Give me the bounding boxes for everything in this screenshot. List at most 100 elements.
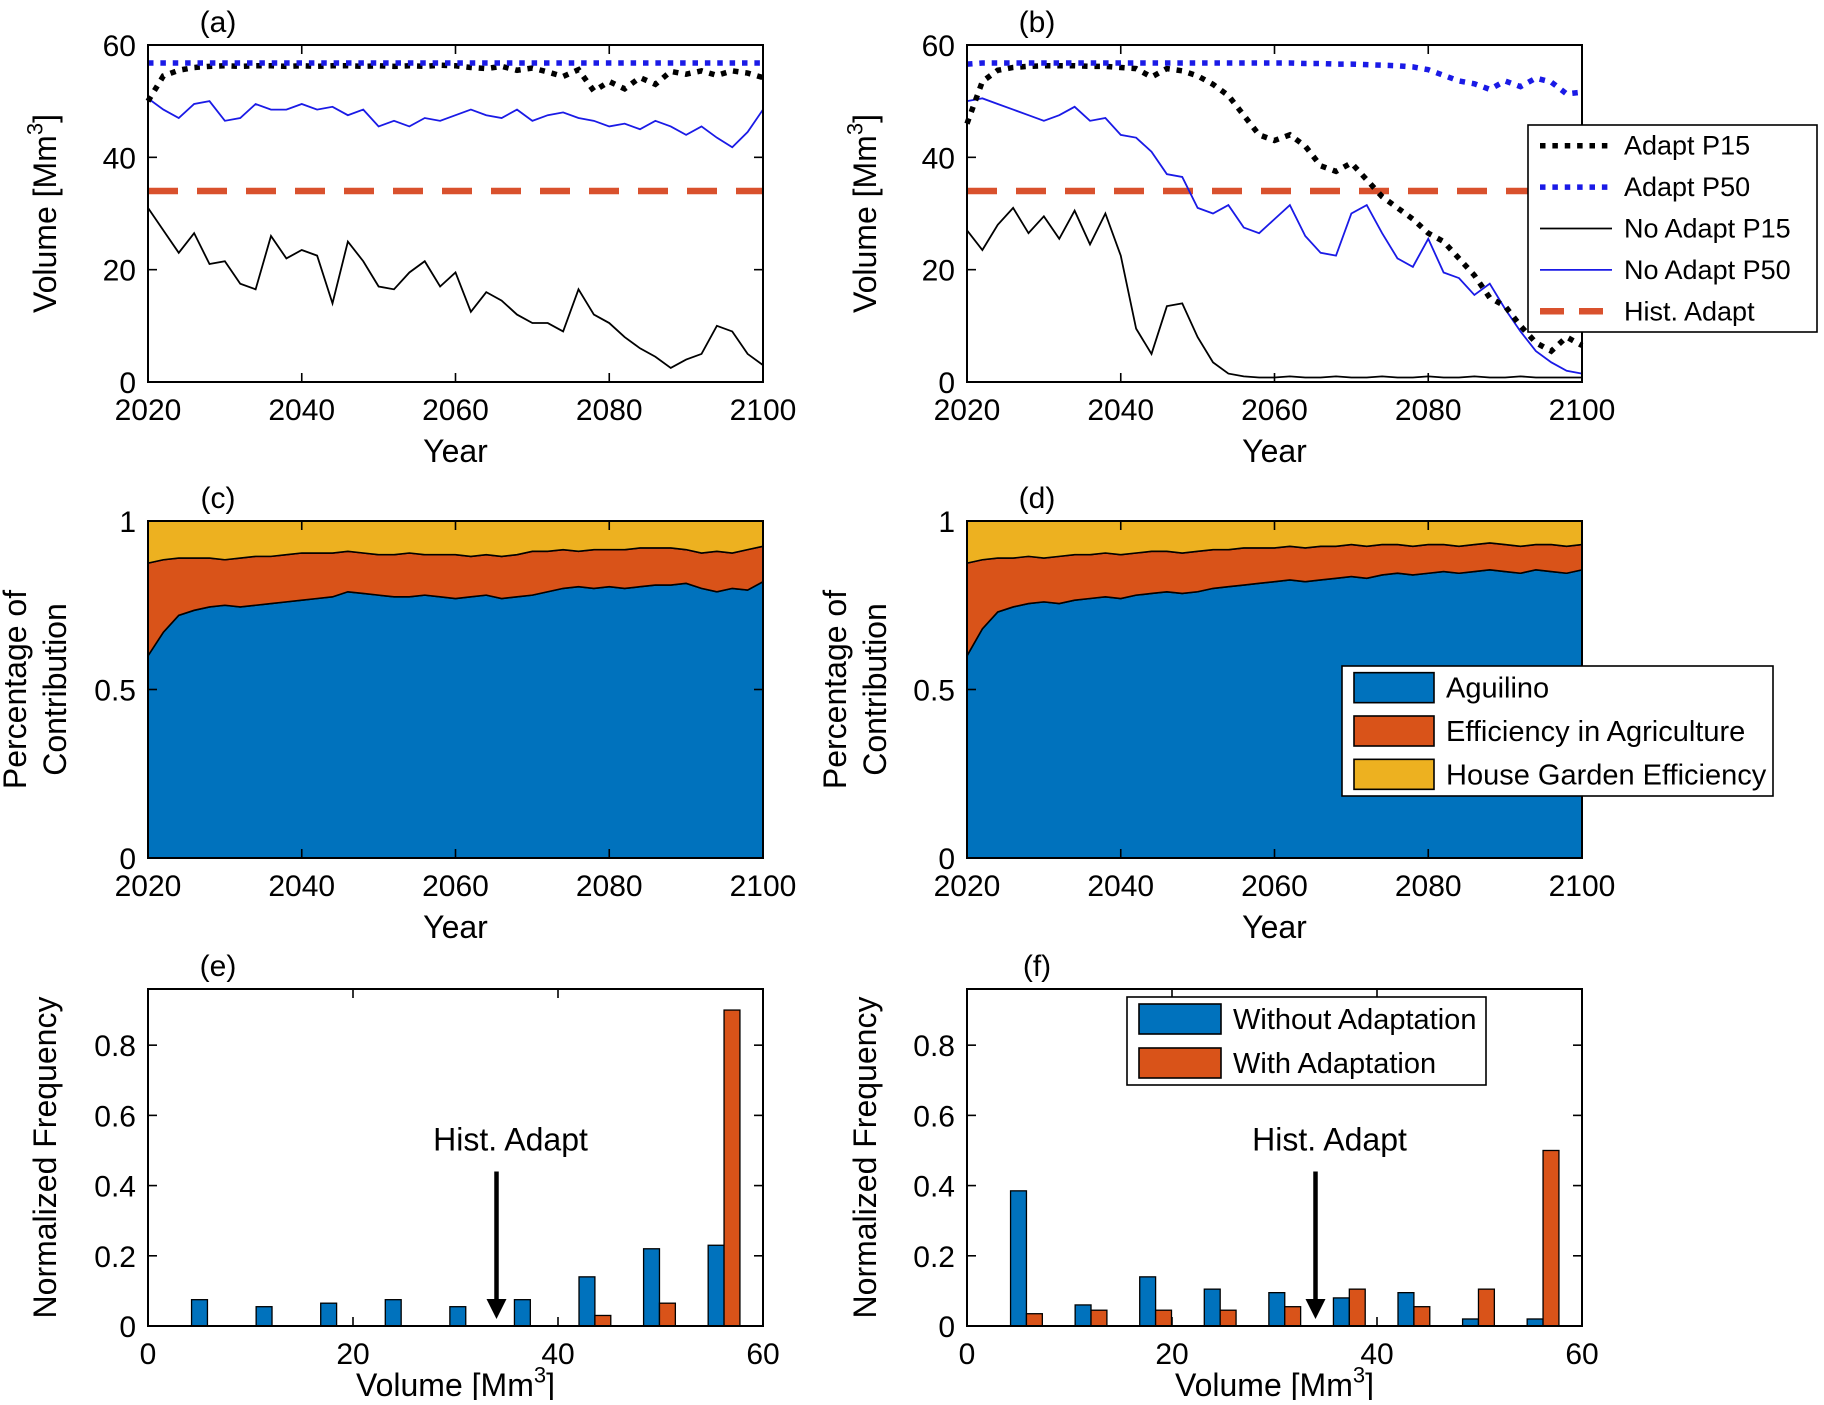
legend-swatch: [1138, 1003, 1222, 1035]
bar-with-adaptation: [1477, 1288, 1496, 1327]
bar-without-adaptation: [707, 1244, 725, 1327]
x-tick-label: 2020: [115, 870, 182, 903]
bar-with-adaptation: [1542, 1149, 1560, 1327]
legend-label: House Garden Efficiency: [1446, 759, 1767, 791]
y-tick-label: 0.2: [913, 1241, 955, 1274]
y-tick-label: 0.5: [913, 675, 955, 708]
x-tick-label: 60: [1565, 1338, 1598, 1371]
x-axis-label: Year: [423, 433, 488, 469]
x-tick-label: 2100: [730, 870, 797, 903]
x-tick-label: 20: [336, 1338, 369, 1371]
y-tick-label: 0: [938, 843, 955, 876]
x-tick-label: 0: [140, 1338, 157, 1371]
x-tick-label: 2060: [1241, 870, 1308, 903]
bar-without-adaptation: [1461, 1318, 1480, 1327]
x-tick-label: 40: [541, 1338, 574, 1371]
y-tick-label: 40: [922, 142, 955, 175]
x-tick-label: 2020: [934, 394, 1001, 427]
x-tick-label: 2080: [576, 870, 643, 903]
legend-label: Hist. Adapt: [1624, 296, 1755, 326]
bar-without-adaptation: [1268, 1292, 1286, 1327]
y-tick-label: 0.6: [913, 1100, 955, 1133]
series-no-adapt-p15: [147, 207, 764, 370]
bar-without-adaptation: [1397, 1292, 1415, 1327]
bar-without-adaptation: [1139, 1276, 1157, 1327]
series-no-adapt-p15: [966, 206, 1582, 379]
bar-with-adaptation: [1348, 1288, 1366, 1327]
x-tick-label: 2040: [1087, 870, 1154, 903]
x-axis-label: Year: [1242, 909, 1307, 945]
panel-title-b: (b): [1019, 6, 1056, 39]
series-adapt-p50: [966, 60, 1583, 97]
bar-without-adaptation: [642, 1248, 661, 1327]
legend-label: Without Adaptation: [1233, 1004, 1476, 1036]
x-tick-label: 60: [746, 1338, 779, 1371]
x-tick-label: 20: [1155, 1338, 1188, 1371]
panel-f: Hist. Adapt 0 20 40 60 0 0.2 0.4 0.6 0.8 (f) Volume…: [847, 950, 1599, 1403]
legend-label: Adapt P50: [1624, 172, 1750, 202]
legend-swatch: [1138, 1047, 1222, 1079]
x-tick-label: 2060: [422, 870, 489, 903]
y-axis-label: Normalized Frequency: [847, 997, 883, 1319]
y-axis-label-line2: Contribution: [37, 603, 73, 776]
panel-e: Hist. Adapt 0 20 40 60 0 0.2 0.4 0.6 0.8 (e) Volume…: [27, 950, 780, 1403]
legend-label: No Adapt P50: [1624, 255, 1791, 285]
y-tick-label: 0: [119, 367, 136, 400]
x-tick-label: 2080: [1395, 394, 1462, 427]
series-adapt-p15: [964, 63, 1584, 355]
y-tick-label: 0.6: [94, 1100, 136, 1133]
y-tick-label: 1: [938, 506, 955, 539]
hist-adapt-annotation: Hist. Adapt: [433, 1121, 588, 1157]
y-tick-label: 20: [103, 255, 136, 288]
y-axis-label-line1: Percentage of: [0, 590, 33, 789]
x-tick-label: 2020: [115, 394, 182, 427]
x-tick-label: 2100: [1549, 870, 1616, 903]
axes-box: [966, 988, 1583, 1327]
bar-without-adaptation: [1009, 1190, 1028, 1327]
legend-label: Aguilino: [1446, 673, 1549, 705]
area-aguilino: [147, 580, 764, 859]
y-axis-label: Volume [Mm3]: [23, 114, 63, 313]
y-tick-label: 60: [103, 30, 136, 63]
legend-label: Adapt P15: [1624, 131, 1750, 161]
axes-box: [147, 44, 764, 383]
y-tick-label: 0.8: [94, 1030, 136, 1063]
x-tick-label: 2100: [1549, 394, 1616, 427]
bar-without-adaptation: [578, 1276, 596, 1327]
y-tick-label: 40: [103, 142, 136, 175]
x-axis-label: Year: [1242, 433, 1307, 469]
bar-with-adaptation: [1154, 1309, 1173, 1327]
legend-label: No Adapt P15: [1624, 214, 1791, 244]
bar-without-adaptation: [320, 1302, 338, 1327]
bar-without-adaptation: [1332, 1297, 1350, 1327]
bar-with-adaptation: [1090, 1309, 1108, 1327]
series-adapt-p15: [145, 62, 764, 103]
x-axis-label: Volume [Mm3]: [356, 1363, 555, 1400]
bar-without-adaptation: [1526, 1318, 1544, 1327]
legend-d: Aguilino Efficiency in Agriculture House G…: [1341, 665, 1774, 797]
y-tick-label: 60: [922, 30, 955, 63]
series-no-adapt-p50: [147, 97, 764, 149]
x-tick-label: 2040: [268, 394, 335, 427]
y-axis-label-line1: Percentage of: [817, 590, 853, 789]
bar-without-adaptation: [190, 1299, 209, 1327]
hist-adapt-arrowhead: [486, 1298, 507, 1319]
x-tick-label: 2020: [934, 870, 1001, 903]
x-axis-label: Volume [Mm3]: [1175, 1363, 1374, 1400]
panel-title-d: (d): [1019, 482, 1056, 515]
x-tick-label: 40: [1360, 1338, 1393, 1371]
legend-swatch: [1353, 715, 1435, 747]
x-axis-label: Year: [423, 909, 488, 945]
y-tick-label: 0.4: [94, 1171, 136, 1204]
y-tick-label: 0.2: [94, 1241, 136, 1274]
x-tick-label: 2060: [422, 394, 489, 427]
panel-a: 2020 2040 2060 2080 21000204060(a)YearVolume…: [23, 6, 797, 469]
axes-box: [147, 988, 764, 1327]
y-axis-label-line2: Contribution: [857, 603, 893, 776]
panel-c: 2020 2040 2060 2080 2100 0 0.5 1 (c) Year Percenta…: [0, 482, 796, 945]
y-tick-label: 0.8: [913, 1030, 955, 1063]
panel-title-a: (a): [200, 6, 237, 39]
legend-label: With Adaptation: [1233, 1048, 1436, 1080]
